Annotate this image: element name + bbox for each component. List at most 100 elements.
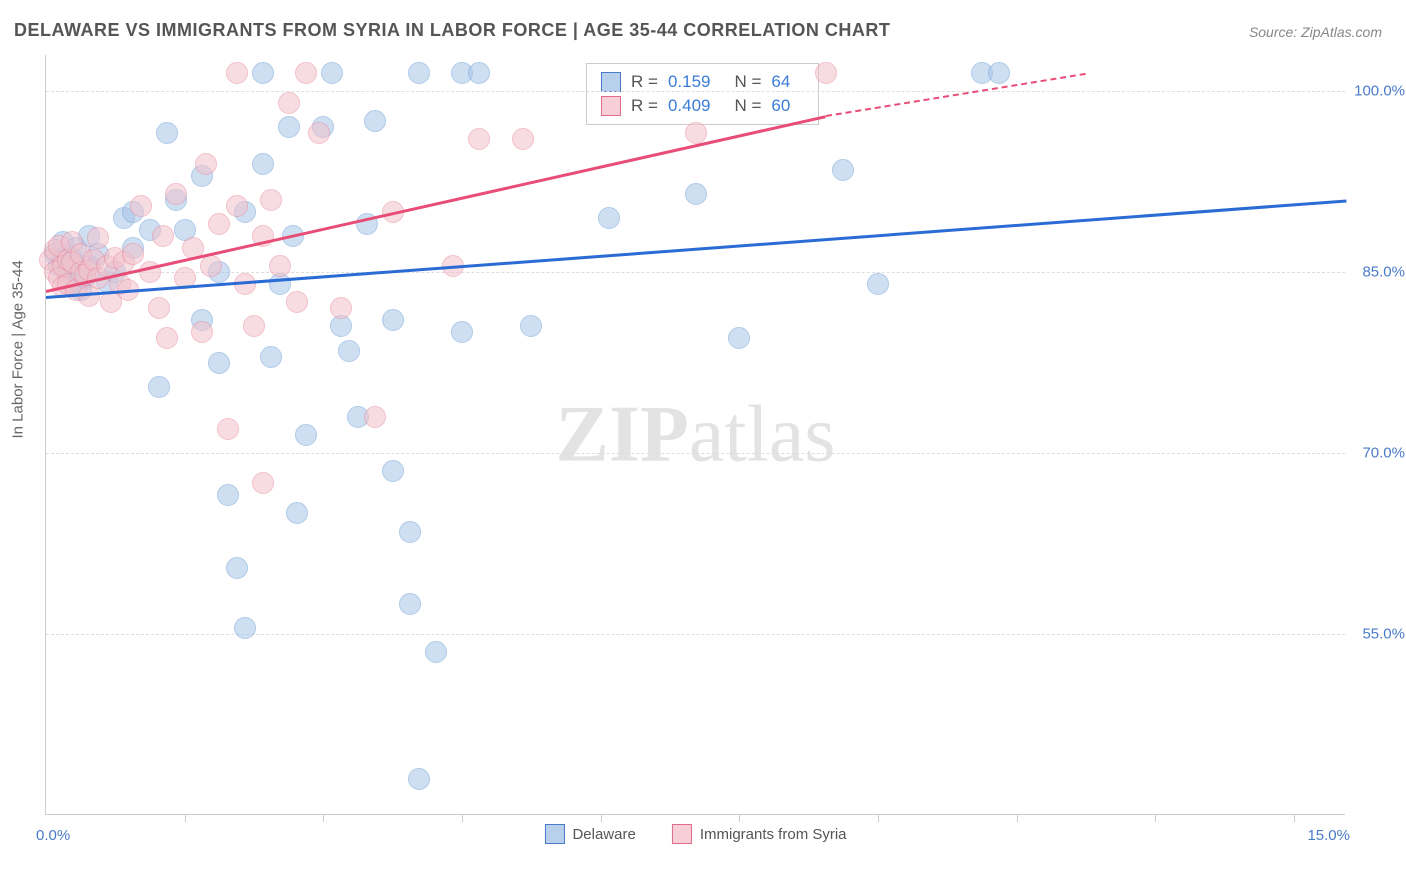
scatter-point — [832, 159, 854, 181]
legend: Delaware Immigrants from Syria — [544, 824, 846, 844]
scatter-point — [260, 189, 282, 211]
scatter-point — [408, 768, 430, 790]
scatter-point — [286, 291, 308, 313]
scatter-point — [130, 195, 152, 217]
scatter-point — [286, 502, 308, 524]
x-min-label: 0.0% — [36, 827, 70, 844]
scatter-point — [308, 122, 330, 144]
stat-r-value-2: 0.409 — [668, 96, 711, 116]
x-tick — [739, 814, 740, 822]
x-tick — [185, 814, 186, 822]
scatter-point — [382, 309, 404, 331]
stat-r-label-2: R = — [631, 96, 658, 116]
scatter-point — [399, 521, 421, 543]
scatter-point — [200, 255, 222, 277]
scatter-point — [451, 321, 473, 343]
stats-swatch-1 — [601, 72, 621, 92]
scatter-point — [260, 346, 282, 368]
chart-source: Source: ZipAtlas.com — [1249, 24, 1382, 40]
scatter-point — [226, 195, 248, 217]
scatter-point — [195, 153, 217, 175]
scatter-point — [728, 327, 750, 349]
scatter-point — [148, 376, 170, 398]
legend-label-2: Immigrants from Syria — [700, 826, 847, 843]
chart-title: DELAWARE VS IMMIGRANTS FROM SYRIA IN LAB… — [14, 20, 890, 41]
stat-n-label-2: N = — [734, 96, 761, 116]
scatter-point — [512, 128, 534, 150]
scatter-point — [815, 62, 837, 84]
scatter-point — [252, 472, 274, 494]
grid-line — [46, 91, 1345, 92]
scatter-point — [208, 352, 230, 374]
x-tick — [462, 814, 463, 822]
legend-swatch-1 — [544, 824, 564, 844]
chart-container: DELAWARE VS IMMIGRANTS FROM SYRIA IN LAB… — [0, 0, 1406, 892]
scatter-point — [234, 617, 256, 639]
scatter-point — [468, 128, 490, 150]
scatter-point — [152, 225, 174, 247]
x-tick — [1155, 814, 1156, 822]
plot-area: ZIPatlas R = 0.159 N = 64 R = 0.409 N = … — [45, 55, 1345, 815]
x-tick — [323, 814, 324, 822]
scatter-point — [122, 243, 144, 265]
x-tick — [878, 814, 879, 822]
x-tick — [601, 814, 602, 822]
scatter-point — [295, 62, 317, 84]
legend-swatch-2 — [672, 824, 692, 844]
y-tick-label: 100.0% — [1354, 83, 1405, 100]
legend-item-2: Immigrants from Syria — [672, 824, 847, 844]
watermark-bold: ZIP — [556, 390, 689, 478]
scatter-point — [685, 183, 707, 205]
scatter-point — [165, 183, 187, 205]
legend-item-1: Delaware — [544, 824, 635, 844]
stat-n-value-1: 64 — [771, 72, 790, 92]
stat-n-value-2: 60 — [771, 96, 790, 116]
x-max-label: 15.0% — [1307, 827, 1350, 844]
scatter-point — [243, 315, 265, 337]
scatter-point — [226, 62, 248, 84]
scatter-point — [156, 327, 178, 349]
trend-line-dashed — [826, 73, 1086, 117]
stats-swatch-2 — [601, 96, 621, 116]
scatter-point — [191, 321, 213, 343]
scatter-point — [295, 424, 317, 446]
scatter-point — [425, 641, 447, 663]
scatter-point — [226, 557, 248, 579]
scatter-point — [338, 340, 360, 362]
scatter-point — [364, 110, 386, 132]
scatter-point — [364, 406, 386, 428]
x-tick — [1294, 814, 1295, 822]
y-axis-label: In Labor Force | Age 35-44 — [10, 260, 27, 438]
stat-r-label-1: R = — [631, 72, 658, 92]
scatter-point — [269, 255, 291, 277]
scatter-point — [148, 297, 170, 319]
stat-r-value-1: 0.159 — [668, 72, 711, 92]
x-tick — [1017, 814, 1018, 822]
scatter-point — [408, 62, 430, 84]
legend-label-1: Delaware — [572, 826, 635, 843]
scatter-point — [217, 484, 239, 506]
scatter-point — [321, 62, 343, 84]
scatter-point — [685, 122, 707, 144]
scatter-point — [988, 62, 1010, 84]
scatter-point — [520, 315, 542, 337]
scatter-point — [217, 418, 239, 440]
stats-row-2: R = 0.409 N = 60 — [601, 94, 804, 118]
scatter-point — [330, 297, 352, 319]
scatter-point — [278, 116, 300, 138]
scatter-point — [156, 122, 178, 144]
stats-box: R = 0.159 N = 64 R = 0.409 N = 60 — [586, 63, 819, 125]
scatter-point — [399, 593, 421, 615]
scatter-point — [87, 227, 109, 249]
y-tick-label: 55.0% — [1362, 626, 1405, 643]
scatter-point — [468, 62, 490, 84]
scatter-point — [867, 273, 889, 295]
scatter-point — [208, 213, 230, 235]
watermark: ZIPatlas — [556, 389, 836, 480]
scatter-point — [278, 92, 300, 114]
watermark-light: atlas — [689, 390, 836, 478]
scatter-point — [252, 62, 274, 84]
grid-line — [46, 453, 1345, 454]
scatter-point — [252, 153, 274, 175]
y-tick-label: 70.0% — [1362, 445, 1405, 462]
